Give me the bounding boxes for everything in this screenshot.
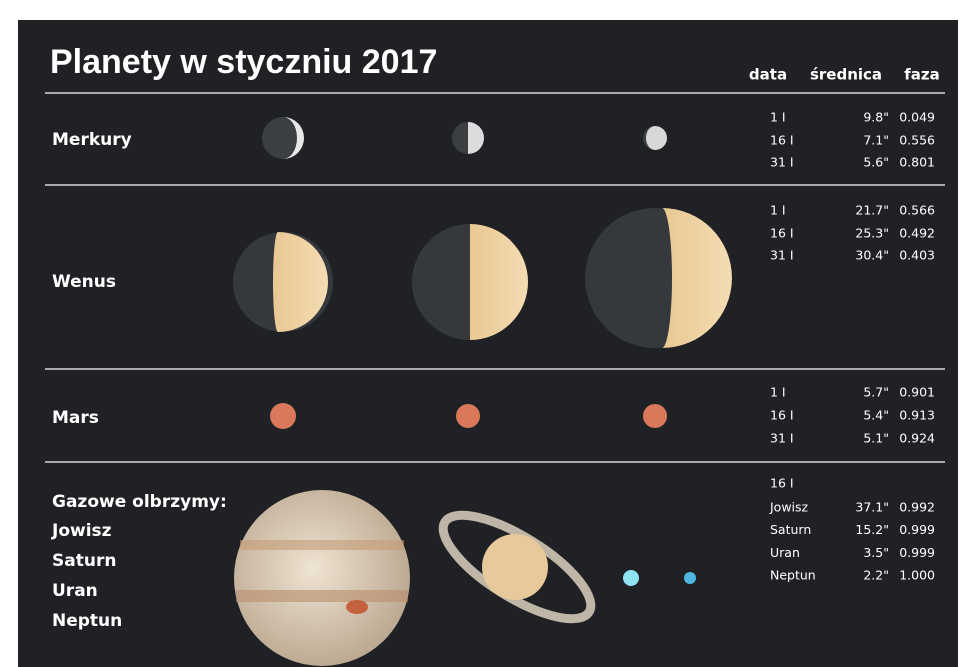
phase-cell: 0.924: [899, 431, 935, 446]
phase-cell: 0.556: [899, 133, 935, 148]
diameter-cell: 3.5": [863, 545, 889, 560]
date-cell: 16 I: [770, 408, 794, 423]
diameter-cell: 5.6": [863, 155, 889, 170]
diameter-cell: 15.2": [855, 522, 889, 537]
phase-cell: 0.992: [899, 500, 935, 515]
planet-cell: Saturn: [770, 522, 811, 537]
date-cell: 31 I: [770, 248, 794, 263]
group-name: Gazowe olbrzymy:: [52, 492, 227, 512]
planet-name: Wenus: [52, 272, 116, 292]
phase-cell: 0.913: [899, 408, 935, 423]
column-header: data: [749, 66, 787, 84]
planet-name: Uran: [52, 581, 98, 601]
planet-cell: Uran: [770, 545, 800, 560]
phase-cell: 0.901: [899, 385, 935, 400]
planet-name: Saturn: [52, 551, 116, 571]
infographic: Planety w styczniu 2017 data średnica faza…: [0, 0, 972, 667]
diameter-cell: 25.3": [855, 226, 889, 241]
planet-cell: Jowisz: [769, 500, 809, 515]
planet-name: Merkury: [52, 130, 132, 150]
date-cell: 1 I: [770, 110, 786, 125]
diameter-cell: 5.4": [863, 408, 889, 423]
phase-cell: 0.999: [899, 545, 935, 560]
date-cell: 1 I: [770, 203, 786, 218]
phase-cell: 0.999: [899, 522, 935, 537]
phase-cell: 0.492: [899, 226, 935, 241]
diameter-cell: 5.7": [863, 385, 889, 400]
date-cell: 16 I: [770, 226, 794, 241]
date-cell: 31 I: [770, 155, 794, 170]
planet-name: Neptun: [52, 611, 122, 631]
page: Planety w styczniu 2017 data średnica faza…: [0, 0, 972, 667]
diameter-cell: 37.1": [855, 500, 889, 515]
phase-cell: 0.049: [899, 110, 935, 125]
diameter-cell: 30.4": [855, 248, 889, 263]
column-header: faza: [904, 66, 940, 84]
date-cell: 1 I: [770, 385, 786, 400]
diameter-cell: 21.7": [855, 203, 889, 218]
diameter-cell: 5.1": [863, 431, 889, 446]
title: Planety w styczniu 2017: [50, 43, 437, 81]
phase-cell: 0.801: [899, 155, 935, 170]
date-cell: 16 I: [770, 476, 794, 491]
planet-name: Mars: [52, 408, 99, 428]
planet-name: Jowisz: [51, 521, 112, 541]
date-cell: 16 I: [770, 133, 794, 148]
diameter-cell: 2.2": [863, 568, 889, 583]
phase-cell: 1.000: [899, 568, 935, 583]
diameter-cell: 9.8": [863, 110, 889, 125]
column-header: średnica: [810, 66, 882, 84]
diameter-cell: 7.1": [863, 133, 889, 148]
phase-cell: 0.566: [899, 203, 935, 218]
date-cell: 31 I: [770, 431, 794, 446]
planet-cell: Neptun: [770, 568, 816, 583]
phase-cell: 0.403: [899, 248, 935, 263]
